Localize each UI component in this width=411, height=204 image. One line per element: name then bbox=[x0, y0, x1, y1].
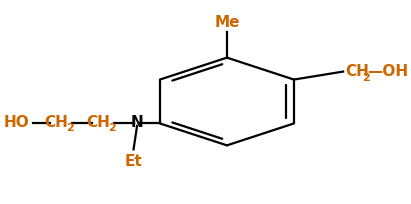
Text: HO: HO bbox=[4, 114, 30, 129]
Text: CH: CH bbox=[345, 64, 369, 79]
Text: CH: CH bbox=[86, 114, 110, 129]
Text: Et: Et bbox=[125, 154, 143, 169]
Text: —OH: —OH bbox=[367, 64, 408, 79]
Text: N: N bbox=[131, 115, 143, 130]
Text: CH: CH bbox=[44, 114, 68, 129]
Text: 2: 2 bbox=[67, 122, 74, 132]
Text: 2: 2 bbox=[363, 72, 370, 82]
Text: 2: 2 bbox=[109, 122, 116, 132]
Text: Me: Me bbox=[214, 15, 240, 30]
